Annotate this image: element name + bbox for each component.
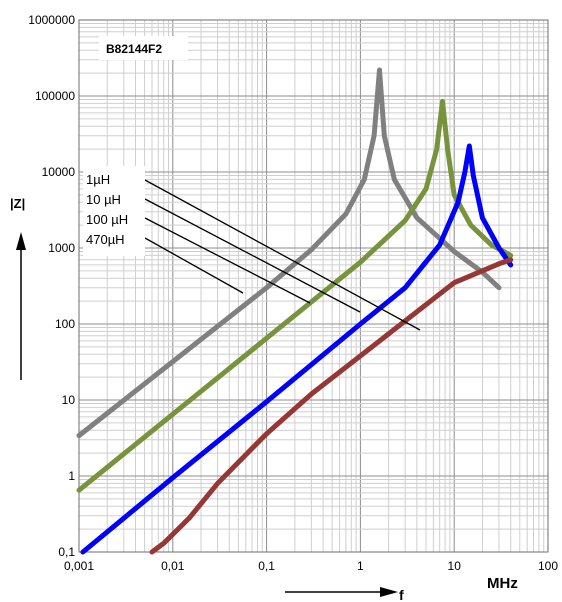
series-line-10h (80, 143, 514, 555)
y-tick-label: 10000 (42, 165, 76, 179)
x-tick-label: 0,001 (64, 559, 94, 573)
chart-title-box (99, 36, 188, 60)
y-axis-arrow-head (16, 232, 26, 250)
x-tick-labels: 0,001 0,01 0,1 1 10 100 (64, 559, 558, 573)
x-tick-label: 100 (538, 559, 558, 573)
y-axis-label: |Z| (10, 196, 25, 211)
y-tick-labels: 0,1 1 10 100 1000 10000 100000 1000000 (28, 13, 75, 559)
y-tick-label: 10 (62, 393, 76, 407)
series-line-1h (149, 257, 514, 555)
y-tick-label: 0,1 (58, 545, 75, 559)
x-axis-label: f (399, 587, 404, 602)
x-axis-arrow-head (380, 587, 398, 597)
annotation-label-1uh: 1µH (86, 172, 110, 187)
plot-frame (78, 19, 549, 553)
annotation-label-470uh: 470µH (86, 232, 125, 247)
annotation-leader-line (144, 217, 311, 304)
annotation-leader-line (144, 179, 421, 331)
annotation-leaders (144, 179, 421, 331)
x-tick-label: 1 (357, 559, 364, 573)
y-tick-label: 100 (55, 317, 75, 331)
y-tick-label: 1000 (48, 241, 75, 255)
chart-title: B82144F2 (106, 42, 162, 56)
grid (78, 20, 548, 553)
annotation-label-box (83, 166, 145, 256)
series-line-470h (76, 67, 502, 439)
annotation-label-100uh: 100 µH (86, 212, 128, 227)
y-tick-label: 1 (68, 469, 75, 483)
annotation-leader-line (144, 237, 244, 294)
annotation-label-10uh: 10 µH (86, 192, 121, 207)
series-lines (76, 67, 514, 555)
x-axis-unit: MHz (487, 575, 518, 592)
y-tick-label: 1000000 (28, 13, 75, 27)
series-line-100h (76, 98, 514, 493)
annotation-leader-line (144, 198, 361, 313)
x-tick-label: 0,01 (161, 559, 185, 573)
y-tick-label: 100000 (35, 89, 75, 103)
x-tick-label: 10 (448, 559, 462, 573)
x-tick-label: 0,1 (258, 559, 275, 573)
